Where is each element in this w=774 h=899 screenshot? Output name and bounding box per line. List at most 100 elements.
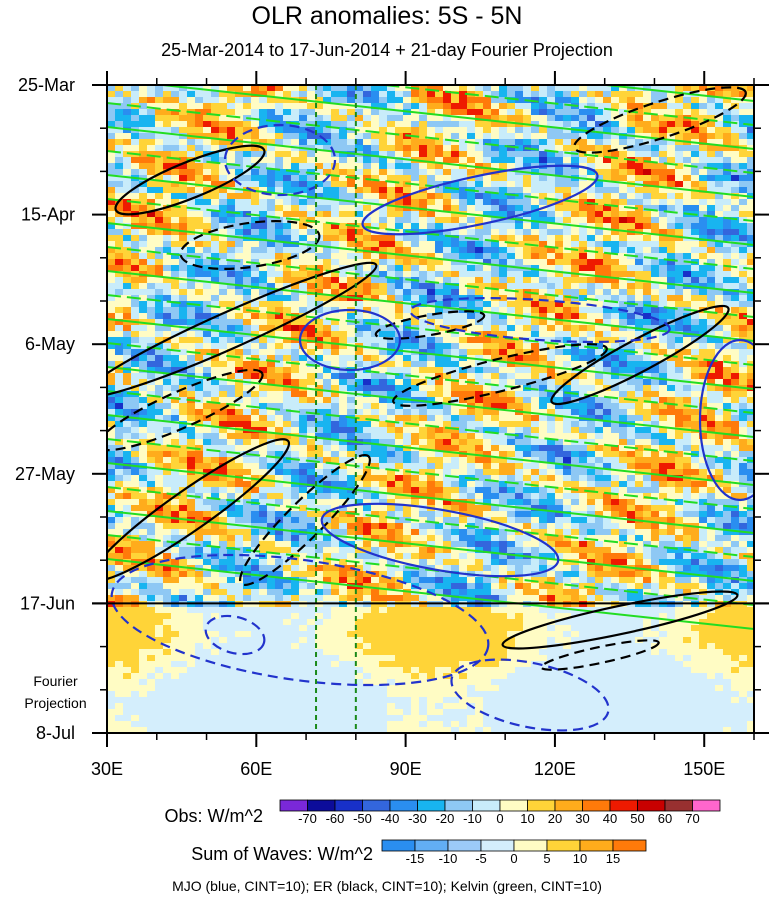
heatmap-cell — [195, 187, 204, 194]
heatmap-cell — [107, 445, 116, 452]
heatmap-cell — [579, 289, 588, 296]
heatmap-cell — [523, 301, 532, 308]
heatmap-cell — [347, 313, 356, 320]
heatmap-cell — [499, 199, 508, 206]
heatmap-cell — [219, 133, 228, 140]
heatmap-cell — [347, 373, 356, 380]
heatmap-cell — [595, 151, 604, 158]
heatmap-cell — [211, 379, 220, 386]
heatmap-cell — [355, 433, 364, 440]
heatmap-cell — [139, 391, 148, 398]
heatmap-cell — [651, 445, 660, 452]
heatmap-cell — [187, 187, 196, 194]
heatmap-cell — [387, 289, 396, 296]
heatmap-cell — [675, 421, 684, 428]
heatmap-cell — [603, 193, 612, 200]
heatmap-cell — [731, 151, 740, 158]
heatmap-cell — [643, 109, 652, 116]
heatmap-cell — [163, 103, 172, 110]
heatmap-cell — [595, 265, 604, 272]
heatmap-cell — [387, 367, 396, 374]
heatmap-cell — [523, 325, 532, 332]
chart-subtitle: 25-Mar-2014 to 17-Jun-2014 + 21-day Four… — [161, 40, 613, 60]
heatmap-cell — [195, 283, 204, 290]
heatmap-cell — [627, 271, 636, 278]
heatmap-cell — [715, 415, 724, 422]
heatmap-cell — [603, 307, 612, 314]
heatmap-cell — [619, 85, 628, 92]
heatmap-cell — [275, 253, 284, 260]
heatmap-cell — [331, 223, 340, 230]
heatmap-cell — [675, 103, 684, 110]
heatmap-cell — [171, 373, 180, 380]
heatmap-cell — [603, 439, 612, 446]
heatmap-cell — [723, 439, 732, 446]
heatmap-cell — [259, 109, 268, 116]
heatmap-cell — [107, 451, 116, 458]
heatmap-cell — [683, 103, 692, 110]
heatmap-cell — [355, 235, 364, 242]
heatmap-cell — [427, 361, 436, 368]
heatmap-cell — [475, 91, 484, 98]
heatmap-cell — [299, 175, 308, 182]
heatmap-cell — [491, 415, 500, 422]
heatmap-cell — [499, 109, 508, 116]
heatmap-cell — [267, 181, 276, 188]
heatmap-cell — [123, 127, 132, 134]
heatmap-cell — [619, 373, 628, 380]
heatmap-cell — [115, 211, 124, 218]
heatmap-cell — [115, 379, 124, 386]
heatmap-cell — [291, 325, 300, 332]
heatmap-cell — [275, 373, 284, 380]
heatmap-cell — [427, 265, 436, 272]
heatmap-cell — [547, 127, 556, 134]
heatmap-cell — [603, 367, 612, 374]
heatmap-cell — [571, 109, 580, 116]
heatmap-cell — [579, 361, 588, 368]
heatmap-cell — [147, 109, 156, 116]
heatmap-cell — [219, 103, 228, 110]
heatmap-cell — [139, 193, 148, 200]
heatmap-cell — [275, 313, 284, 320]
heatmap-cell — [555, 223, 564, 230]
heatmap-cell — [275, 211, 284, 218]
heatmap-cell — [731, 397, 740, 404]
heatmap-cell — [363, 361, 372, 368]
heatmap-cell — [603, 301, 612, 308]
heatmap-cell — [379, 97, 388, 104]
heatmap-cell — [555, 391, 564, 398]
heatmap-cell — [131, 91, 140, 98]
heatmap-cell — [243, 421, 252, 428]
heatmap-cell — [379, 247, 388, 254]
heatmap-cell — [411, 439, 420, 446]
heatmap-cell — [467, 103, 476, 110]
heatmap-cell — [347, 97, 356, 104]
heatmap-cell — [443, 217, 452, 224]
heatmap-cell — [571, 241, 580, 248]
heatmap-cell — [187, 265, 196, 272]
heatmap-cell — [299, 451, 308, 458]
heatmap-cell — [707, 139, 716, 146]
heatmap-cell — [643, 319, 652, 326]
heatmap-cell — [619, 217, 628, 224]
heatmap-cell — [275, 265, 284, 272]
heatmap-cell — [547, 247, 556, 254]
heatmap-cell — [515, 379, 524, 386]
heatmap-cell — [595, 373, 604, 380]
heatmap-cell — [379, 115, 388, 122]
heatmap-cell — [707, 415, 716, 422]
heatmap-cell — [555, 277, 564, 284]
heatmap-cell — [107, 133, 116, 140]
heatmap-cell — [435, 289, 444, 296]
heatmap-cell — [451, 313, 460, 320]
heatmap-cell — [331, 259, 340, 266]
heatmap-cell — [483, 397, 492, 404]
heatmap-cell — [675, 157, 684, 164]
heatmap-cell — [371, 391, 380, 398]
heatmap-cell — [491, 187, 500, 194]
heatmap-cell — [203, 367, 212, 374]
heatmap-cell — [243, 343, 252, 350]
heatmap-cell — [235, 445, 244, 452]
heatmap-cell — [195, 235, 204, 242]
heatmap-cell — [483, 199, 492, 206]
